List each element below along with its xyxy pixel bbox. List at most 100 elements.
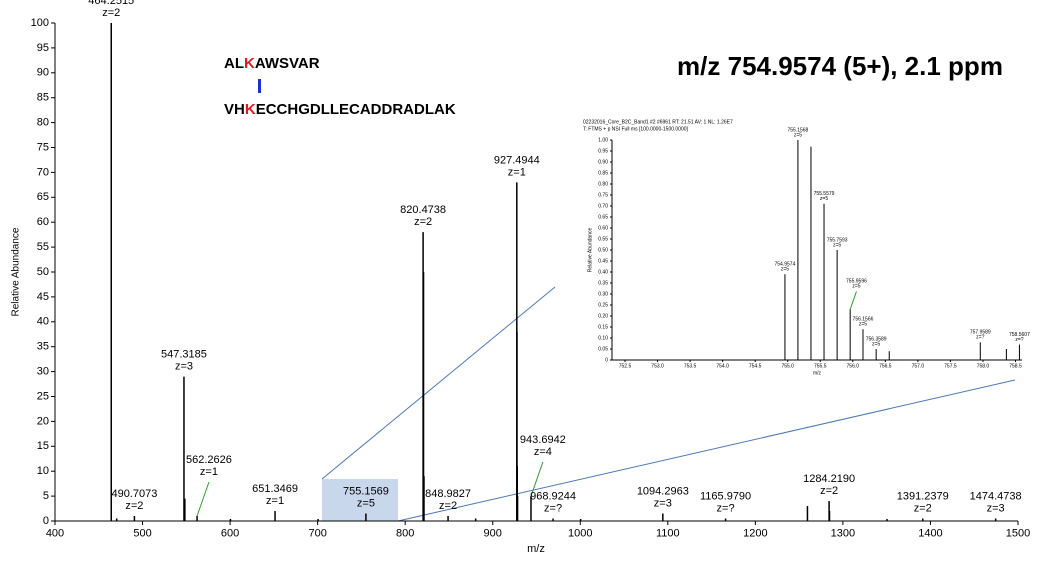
peak-charge: z=1 [200, 466, 218, 478]
y-tick-label: 0 [43, 515, 49, 527]
inset-x-tick-label: 753.0 [651, 363, 664, 369]
peak-label: 968.9244 [530, 490, 576, 502]
y-tick-label: 75 [37, 141, 49, 153]
inset-y-tick-label: 0.55 [598, 236, 608, 242]
crosslink-site: K [245, 101, 256, 118]
inset-y-tick-label: 0.30 [598, 291, 608, 297]
peak-charge: z=2 [820, 485, 838, 497]
crosslink-site: K [244, 55, 255, 72]
peak-label: 651.3469 [252, 483, 298, 495]
inset-y-tick-label: 0.45 [598, 258, 608, 264]
peptide-part: AWSVAR [255, 55, 320, 72]
peptide: VHKECCHGDLLECADDRADLAK [224, 101, 456, 118]
x-tick-label: 700 [308, 528, 326, 540]
peptide-part: AL [224, 55, 244, 72]
peak-charge: z=3 [987, 502, 1005, 514]
zoom-line [321, 286, 556, 480]
peak-label: 562.2626 [186, 454, 232, 466]
y-tick-label: 65 [37, 191, 49, 203]
peak-charge: z=5 [357, 497, 375, 509]
peak-charge: z=2 [125, 500, 143, 512]
x-axis-label: m/z [527, 543, 545, 555]
x-tick-label: 1300 [831, 528, 855, 540]
peak-label: 927.4944 [494, 154, 540, 166]
inset-peak-charge: z=5 [794, 132, 802, 138]
y-tick-label: 5 [43, 490, 49, 502]
zoom-region [322, 479, 398, 521]
inset-y-tick-label: 0.70 [598, 203, 608, 209]
inset-y-tick-label: 0.35 [598, 280, 608, 286]
peak-label: 547.3185 [161, 348, 207, 360]
peak-label: 1094.2963 [637, 485, 689, 497]
inset-peak-label: 755.5579 [814, 191, 835, 197]
x-tick-label: 900 [484, 528, 502, 540]
inset-peak-label: 756.3589 [866, 336, 887, 342]
inset-peak-charge: z=5 [859, 322, 867, 328]
x-tick-label: 1100 [656, 528, 680, 540]
peak-charge: z=? [544, 502, 562, 514]
y-tick-label: 95 [37, 42, 49, 54]
peptide: ALKAWSVAR [224, 55, 320, 72]
inset-peak-label: 755.7593 [827, 237, 848, 243]
peak-label: 1391.2379 [897, 490, 949, 502]
inset-y-tick-label: 0.15 [598, 324, 608, 330]
y-tick-label: 35 [37, 341, 49, 353]
inset-x-tick-label: 754.5 [749, 363, 762, 369]
inset-y-tick-label: 0.90 [598, 159, 608, 165]
inset-x-tick-label: 758.0 [977, 363, 990, 369]
y-tick-label: 55 [37, 241, 49, 253]
peak-charge: z=2 [914, 502, 932, 514]
y-tick-label: 70 [37, 166, 49, 178]
inset-y-tick-label: 0.75 [598, 192, 608, 198]
x-tick-label: 500 [133, 528, 151, 540]
y-tick-label: 90 [37, 67, 49, 79]
x-tick-label: 1200 [743, 528, 767, 540]
inset-peak-label: 758.5607 [1009, 332, 1030, 338]
peak-label: 755.1569 [343, 485, 389, 497]
inset-y-tick-label: 0.95 [598, 148, 608, 154]
inset-y-tick-label: 0.20 [598, 313, 608, 319]
peak-charge: z=? [717, 502, 735, 514]
x-tick-label: 1500 [1006, 528, 1030, 540]
y-tick-label: 15 [37, 440, 49, 452]
x-tick-label: 400 [46, 528, 64, 540]
inset-x-axis-label: m/z [813, 370, 822, 376]
inset-header: T: FTMS + p NSI Full ms [100.0000-1500.0… [583, 126, 689, 132]
x-tick-label: 600 [221, 528, 239, 540]
inset-peak-label: 755.1568 [787, 127, 808, 133]
peak-label: 1474.4738 [970, 490, 1022, 502]
inset-x-tick-label: 752.5 [619, 363, 632, 369]
inset-y-tick-label: 0.10 [598, 335, 608, 341]
inset-peak-charge: z=5 [781, 267, 789, 273]
inset-y-axis-label: Relative Abundance [587, 228, 593, 273]
leader-line [530, 461, 544, 497]
inset-peak-charge: z=? [976, 335, 984, 341]
peak-charge: z=3 [654, 497, 672, 509]
inset-x-tick-label: 757.5 [944, 363, 957, 369]
inset-y-tick-label: 0.80 [598, 181, 608, 187]
peak-charge: z=3 [175, 360, 193, 372]
inset-peak-charge: z=5 [820, 196, 828, 202]
y-tick-label: 85 [37, 92, 49, 104]
inset-panel [580, 116, 1028, 378]
peak-charge: z=2 [414, 216, 432, 228]
y-tick-label: 80 [37, 117, 49, 129]
inset-peak-label: 757.9589 [970, 330, 991, 336]
peak-label: 1284.2190 [803, 473, 855, 485]
peptide-part: VH [224, 101, 245, 118]
inset-x-tick-label: 755.0 [781, 363, 794, 369]
leader-line [196, 481, 210, 517]
peak-charge: z=2 [439, 500, 457, 512]
inset-x-tick-label: 755.5 [814, 363, 827, 369]
inset-y-tick-label: 0.25 [598, 302, 608, 308]
inset-x-tick-label: 756.0 [847, 363, 860, 369]
inset-header: 02232016_Core_B2C_Band1 #2 #6961 RT: 21.… [583, 119, 733, 125]
peak-charge: z=2 [102, 7, 120, 19]
x-tick-label: 800 [396, 528, 414, 540]
inset-x-tick-label: 753.5 [684, 363, 697, 369]
inset-y-tick-label: 0.65 [598, 214, 608, 220]
inset-y-tick-label: 0.50 [598, 247, 608, 253]
peak-label: 848.9827 [425, 488, 471, 500]
inset-x-tick-label: 756.5 [879, 363, 892, 369]
y-tick-label: 25 [37, 390, 49, 402]
